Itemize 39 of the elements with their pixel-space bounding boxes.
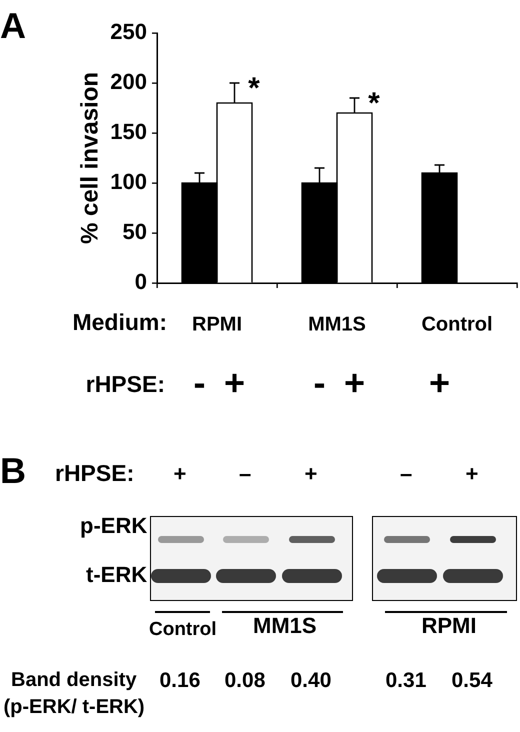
text: Band density	[11, 669, 137, 691]
category-label: +	[466, 461, 478, 486]
text: B	[0, 450, 26, 491]
category-label: +	[174, 461, 186, 486]
y-tick-label: 50	[122, 219, 147, 244]
x-axis-title: Medium:	[72, 309, 167, 335]
text: t-ERK	[86, 562, 148, 587]
category-label: –	[400, 461, 412, 486]
data-label: 0.16	[160, 669, 200, 692]
annotation: *	[248, 72, 260, 105]
text: -	[314, 362, 326, 403]
text: MM1S	[253, 613, 317, 638]
text: +	[428, 362, 450, 403]
y-axis-title: % cell invasion	[76, 72, 104, 244]
text: +	[344, 362, 366, 403]
text: (p-ERK/ t-ERK)	[4, 696, 145, 718]
category-label: –	[239, 461, 252, 486]
data-label: 0.08	[224, 669, 266, 692]
y-tick-label: 150	[110, 119, 147, 144]
y-tick-label: 100	[110, 169, 147, 194]
y-tick-label: 0	[134, 269, 147, 294]
category-label: +	[304, 461, 318, 486]
text: rHPSE:	[86, 371, 165, 397]
y-tick-label: 250	[110, 19, 147, 44]
text: RPMI	[422, 613, 476, 638]
text: Control	[149, 619, 217, 640]
x-tick-label: RPMI	[192, 314, 242, 336]
text: +	[224, 362, 246, 403]
y-tick-label: 200	[110, 69, 147, 94]
x-tick-label: MM1S	[308, 314, 366, 336]
data-label: 0.31	[386, 669, 426, 692]
chart-title: A	[0, 5, 26, 46]
text: rHPSE:	[55, 460, 134, 486]
x-tick-label: Control	[421, 314, 493, 336]
data-label: 0.40	[290, 669, 332, 692]
text: -	[194, 362, 206, 403]
annotation: *	[368, 87, 380, 120]
text: p-ERK	[80, 513, 148, 538]
data-label: 0.54	[452, 669, 492, 692]
